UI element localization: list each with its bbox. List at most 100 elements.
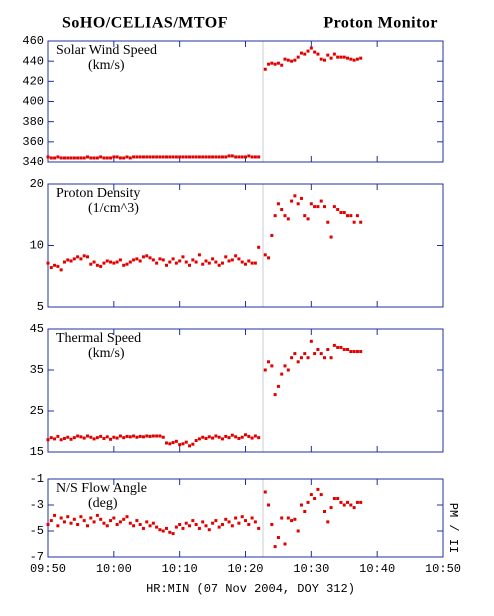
- y-tick-label: 420: [22, 75, 44, 89]
- data-point: [122, 263, 126, 267]
- data-point: [280, 208, 284, 212]
- data-point: [191, 519, 195, 523]
- data-point: [313, 50, 317, 54]
- data-point: [69, 437, 73, 441]
- data-point: [276, 536, 280, 539]
- data-point: [105, 435, 109, 439]
- data-point: [188, 155, 192, 159]
- data-point: [342, 503, 346, 507]
- data-point: [214, 260, 218, 264]
- data-point: [250, 155, 254, 159]
- data-point: [296, 360, 300, 364]
- data-point: [283, 364, 287, 368]
- data-point: [352, 506, 356, 510]
- data-point: [267, 360, 271, 364]
- y-tick-label: 20: [30, 177, 44, 191]
- data-point: [306, 500, 310, 504]
- data-point: [151, 521, 155, 525]
- data-point: [145, 155, 149, 159]
- data-point: [168, 155, 172, 159]
- data-point: [339, 345, 343, 349]
- data-point: [217, 155, 221, 159]
- data-point: [234, 435, 238, 439]
- data-point: [211, 521, 215, 525]
- data-point: [217, 435, 221, 439]
- y-tick-label: -3: [30, 498, 44, 512]
- data-point: [197, 526, 201, 530]
- data-point: [92, 260, 96, 264]
- data-point: [174, 261, 178, 265]
- data-point: [230, 524, 234, 528]
- panel-label: Solar Wind Speed: [56, 43, 157, 58]
- y-tick-label: 5: [37, 300, 44, 314]
- data-point: [283, 542, 287, 546]
- data-point: [359, 350, 363, 354]
- data-point: [56, 524, 60, 528]
- data-point: [115, 260, 119, 264]
- data-point: [267, 256, 271, 260]
- data-point: [286, 516, 290, 520]
- data-point: [290, 59, 294, 63]
- data-point: [86, 434, 89, 438]
- data-point: [247, 154, 251, 158]
- data-point: [118, 258, 122, 262]
- data-point: [201, 155, 205, 159]
- data-point: [323, 205, 326, 209]
- data-point: [72, 517, 76, 521]
- data-point: [135, 435, 139, 439]
- y-tick-label: 460: [22, 34, 44, 48]
- data-point: [155, 261, 159, 265]
- data-point: [165, 155, 168, 159]
- data-point: [346, 500, 350, 504]
- y-tick-label: -7: [30, 550, 44, 564]
- data-point: [250, 516, 254, 520]
- data-point: [332, 52, 336, 56]
- data-point: [267, 503, 271, 507]
- data-point: [309, 493, 313, 497]
- data-point: [53, 156, 57, 160]
- data-point: [86, 155, 89, 159]
- data-point: [89, 516, 93, 520]
- data-point: [128, 521, 132, 525]
- data-point: [220, 523, 224, 526]
- data-point: [326, 348, 330, 351]
- data-point: [69, 521, 73, 525]
- data-point: [270, 364, 274, 368]
- data-point: [66, 156, 70, 160]
- data-point: [336, 208, 340, 212]
- data-point: [296, 55, 300, 59]
- data-point: [79, 156, 83, 160]
- data-point: [342, 55, 346, 59]
- data-point: [240, 155, 244, 159]
- data-point: [332, 343, 336, 347]
- data-point: [145, 254, 149, 258]
- data-point: [326, 53, 330, 57]
- data-point: [355, 500, 359, 504]
- data-point: [118, 156, 122, 160]
- panel-label: N/S Flow Angle: [56, 481, 147, 496]
- data-point: [247, 523, 251, 526]
- data-point: [224, 517, 228, 521]
- x-axis-label: HR:MIN (07 Nov 2004, DOY 312): [146, 582, 355, 596]
- data-point: [168, 260, 172, 264]
- data-point: [174, 525, 178, 529]
- data-point: [293, 58, 297, 62]
- chart-title: SoHO/CELIAS/MTOF: [62, 15, 228, 32]
- data-point: [161, 435, 165, 439]
- data-point: [109, 519, 113, 523]
- data-point: [230, 258, 234, 262]
- data-point: [290, 356, 294, 360]
- x-tick-label: 10:30: [293, 562, 329, 576]
- data-point: [46, 155, 50, 159]
- data-point: [197, 437, 201, 441]
- data-point: [138, 259, 142, 263]
- data-point: [115, 523, 119, 526]
- data-point: [158, 434, 162, 438]
- data-point: [270, 61, 274, 65]
- data-point: [352, 58, 356, 62]
- data-point: [165, 441, 168, 445]
- data-point: [250, 436, 254, 440]
- data-point: [184, 521, 188, 525]
- data-point: [62, 260, 66, 264]
- data-point: [171, 441, 175, 445]
